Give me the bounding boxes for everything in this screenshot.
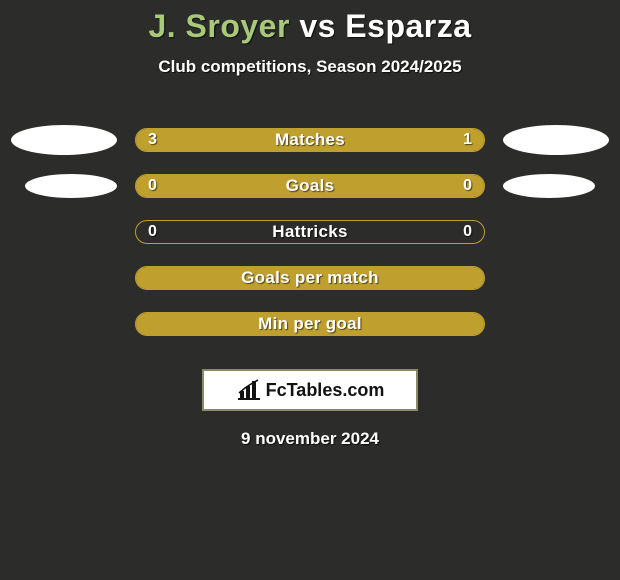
stat-label: Goals (136, 175, 484, 197)
footer-date: 9 november 2024 (0, 429, 620, 449)
spacer (503, 263, 609, 293)
comparison-card: J. Sroyer vs Esparza Club competitions, … (0, 0, 620, 449)
spacer (11, 263, 117, 293)
stat-bar: 00Goals (135, 174, 485, 198)
spacer (11, 217, 117, 247)
title: J. Sroyer vs Esparza (0, 8, 620, 45)
logo-box[interactable]: FcTables.com (202, 369, 418, 411)
stat-bar: Min per goal (135, 312, 485, 336)
stat-bar: Goals per match (135, 266, 485, 290)
player1-marker (25, 174, 117, 198)
spacer (11, 309, 117, 339)
stat-label: Hattricks (136, 221, 484, 243)
stat-bar: 00Hattricks (135, 220, 485, 244)
stat-row: Min per goal (0, 301, 620, 347)
stat-label: Goals per match (136, 267, 484, 289)
stat-label: Min per goal (136, 313, 484, 335)
player2-name: Esparza (345, 8, 471, 44)
bar-chart-icon (236, 379, 262, 401)
stat-row: Goals per match (0, 255, 620, 301)
player2-marker (503, 125, 609, 155)
stat-label: Matches (136, 129, 484, 151)
stat-row: 31Matches (0, 117, 620, 163)
stat-rows: 31Matches 00Goals 00Hattricks Goals per mat… (0, 117, 620, 347)
vs-label: vs (299, 8, 336, 44)
stat-bar: 31Matches (135, 128, 485, 152)
stat-row: 00Hattricks (0, 209, 620, 255)
subtitle: Club competitions, Season 2024/2025 (0, 57, 620, 77)
spacer (503, 309, 609, 339)
player1-marker (11, 125, 117, 155)
player1-name: J. Sroyer (148, 8, 289, 44)
spacer (503, 217, 609, 247)
logo-text: FcTables.com (266, 380, 385, 401)
player2-marker (503, 174, 595, 198)
stat-row: 00Goals (0, 163, 620, 209)
